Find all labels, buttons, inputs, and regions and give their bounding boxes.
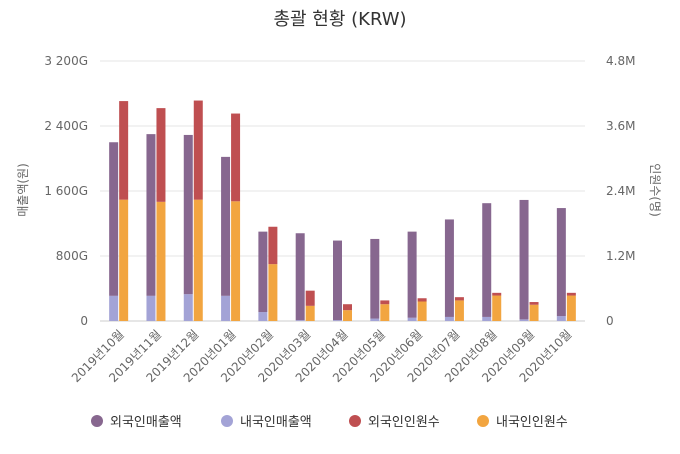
bar-segment[interactable] [519, 319, 529, 321]
y-left-tick-label: 1 600G [44, 184, 88, 198]
bar-segment[interactable] [295, 320, 305, 321]
bar-segment[interactable] [146, 295, 156, 321]
bar-segment[interactable] [305, 305, 315, 321]
chart-title: 총괄 현황 (KRW) [273, 9, 406, 30]
bar-segment[interactable] [333, 240, 342, 321]
x-axis: 2019년10월2019년11월2019년12월2020년01월2020년02월… [69, 327, 575, 385]
bar-segment[interactable] [305, 290, 315, 306]
y-right-tick-label: 2.4M [606, 184, 635, 198]
bar-segment[interactable] [566, 292, 576, 296]
bar-segment[interactable] [183, 294, 193, 321]
y-right-tick-label: 0 [606, 314, 614, 328]
bar-segment[interactable] [492, 292, 502, 296]
legend-marker [221, 415, 233, 427]
y-right-tick-label: 4.8M [606, 54, 635, 68]
bar-segment[interactable] [482, 203, 492, 317]
bar-segment[interactable] [119, 101, 129, 200]
bar-segment[interactable] [529, 304, 539, 321]
bar-segment[interactable] [370, 238, 380, 319]
legend-label: 내국인매출액 [240, 415, 312, 430]
legend-marker [349, 415, 361, 427]
bar-segment[interactable] [231, 113, 241, 202]
y-axis-right: 0 1.2M 2.4M 3.6M 4.8M [606, 54, 635, 328]
bar-segment[interactable] [444, 316, 454, 321]
bar-segment[interactable] [454, 297, 464, 301]
bar-segment[interactable] [519, 199, 529, 320]
legend-label: 내국인인원수 [496, 415, 568, 430]
bar-segment[interactable] [258, 312, 268, 321]
bar-segment[interactable] [556, 316, 566, 321]
legend-label: 외국인인원수 [368, 415, 440, 430]
bar-segment[interactable] [566, 295, 576, 321]
bar-segment[interactable] [454, 300, 464, 321]
bar-segment[interactable] [268, 264, 278, 321]
bar-segment[interactable] [221, 156, 231, 296]
bar-segment[interactable] [156, 108, 166, 202]
bar-segment[interactable] [556, 208, 566, 317]
legend-item[interactable]: 내국인매출액 [221, 415, 312, 430]
bar-segment[interactable] [193, 100, 203, 200]
legend-marker [477, 415, 489, 427]
y-left-tick-label: 800G [56, 249, 88, 263]
bar-segment[interactable] [529, 302, 539, 305]
bar-segment[interactable] [444, 219, 454, 317]
legend-item[interactable]: 내국인인원수 [477, 415, 568, 430]
bar-segment[interactable] [380, 300, 390, 305]
bar-segment[interactable] [183, 134, 193, 295]
legend-item[interactable]: 외국인매출액 [91, 415, 182, 430]
bar-segment[interactable] [343, 304, 352, 311]
bar-segment[interactable] [258, 231, 268, 313]
y-right-tick-label: 3.6M [606, 119, 635, 133]
bar-segment[interactable] [417, 298, 427, 302]
bar-segment[interactable] [268, 226, 278, 265]
bar-segment[interactable] [146, 134, 156, 296]
y-left-tick-label: 2 400G [44, 119, 88, 133]
bar-segment[interactable] [380, 304, 390, 321]
legend: 외국인매출액 내국인매출액 외국인인원수 내국인인원수 [91, 415, 568, 430]
y-left-tick-label: 3 200G [44, 54, 88, 68]
bar-segment[interactable] [370, 318, 380, 321]
bar-segment[interactable] [295, 233, 305, 321]
bar-segment[interactable] [193, 199, 203, 321]
bar-segment[interactable] [221, 295, 231, 321]
legend-label: 외국인매출액 [110, 415, 182, 430]
bar-segment[interactable] [109, 142, 119, 296]
bar-segment[interactable] [119, 199, 129, 321]
grid-lines [100, 60, 585, 322]
legend-item[interactable]: 외국인인원수 [349, 415, 440, 430]
bar-segment[interactable] [482, 316, 492, 321]
bar-segment[interactable] [231, 201, 241, 321]
bar-segment[interactable] [407, 231, 417, 318]
bar-segment[interactable] [156, 201, 166, 321]
bar-segment[interactable] [417, 301, 427, 322]
bar-segment[interactable] [109, 295, 119, 321]
y-right-tick-label: 1.2M [606, 249, 635, 263]
y-axis-left-label: 매출액(원) [16, 163, 30, 217]
y-left-tick-label: 0 [80, 314, 88, 328]
bar-segment[interactable] [407, 317, 417, 321]
bars-group [109, 100, 576, 322]
y-axis-left: 0 800G 1 600G 2 400G 3 200G [44, 54, 88, 328]
bar-segment[interactable] [333, 320, 342, 321]
bar-segment[interactable] [343, 310, 352, 321]
legend-marker [91, 415, 103, 427]
y-axis-right-label: 인원수(명) [648, 163, 662, 217]
bar-segment[interactable] [492, 295, 502, 321]
